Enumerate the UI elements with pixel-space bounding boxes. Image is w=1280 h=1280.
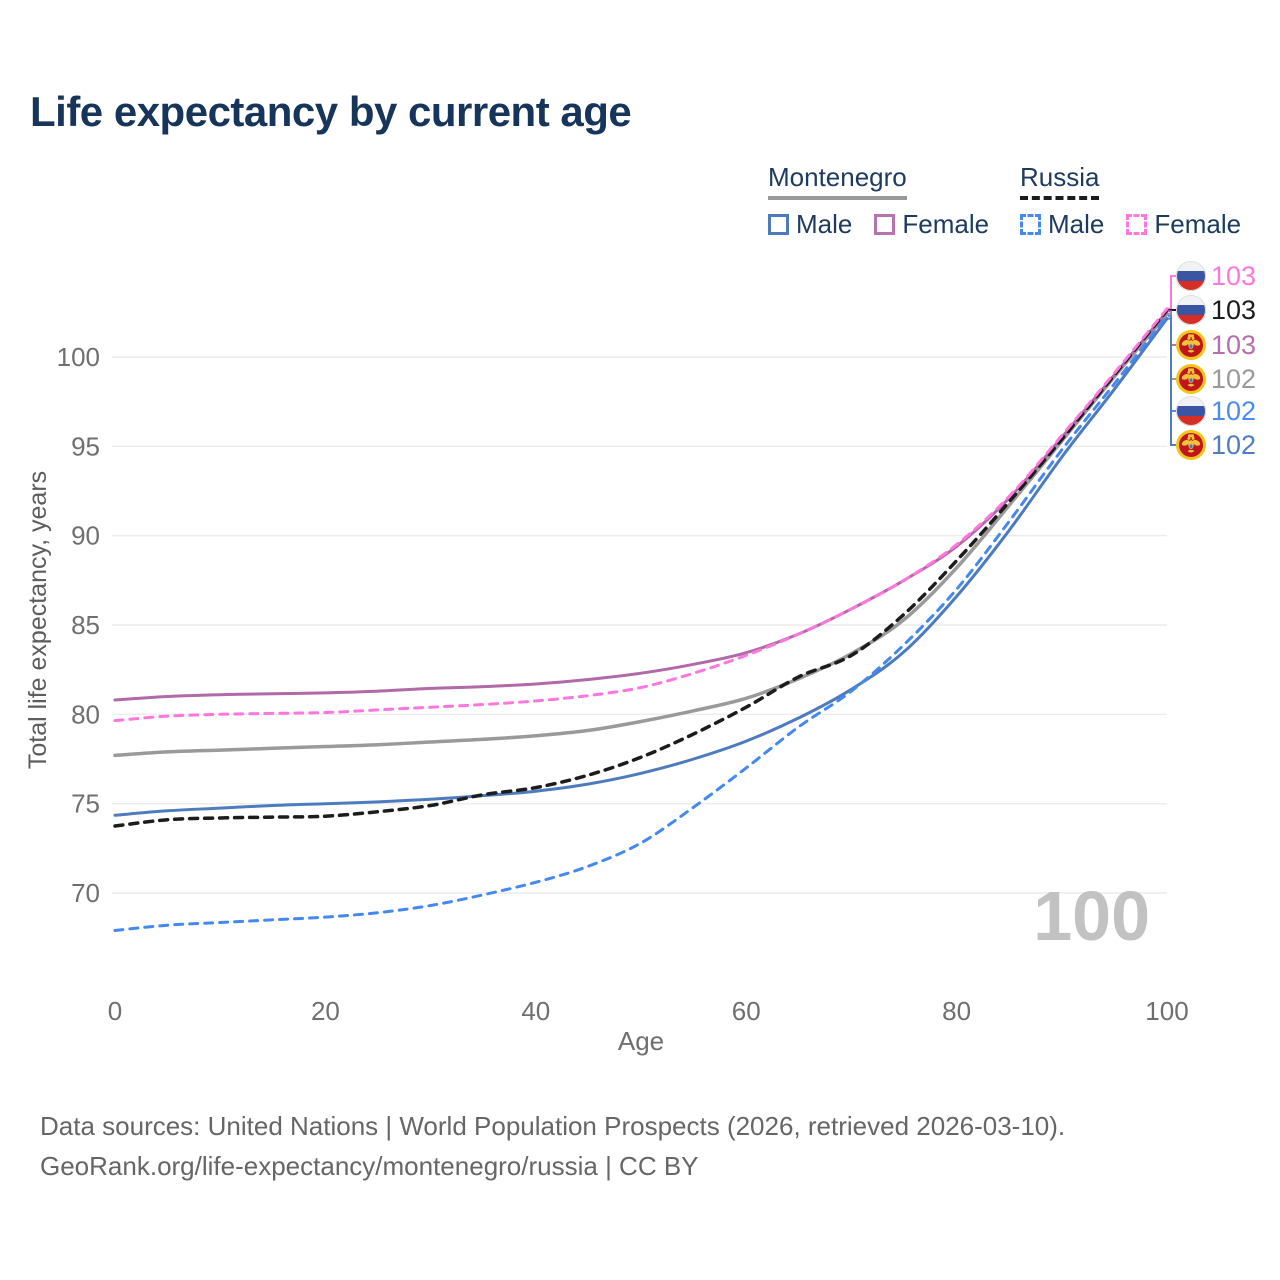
flag-montenegro-icon xyxy=(1176,364,1206,394)
legend-row-montenegro: Male Female xyxy=(768,209,989,240)
y-tick-label-95: 95 xyxy=(71,431,100,461)
end-label-connector-russia-female xyxy=(1168,275,1176,310)
series-line-russia-male xyxy=(113,314,1169,932)
legend-item-montenegro-female[interactable]: Female xyxy=(874,209,989,240)
y-tick-label-85: 85 xyxy=(71,610,100,640)
flag-russia-icon xyxy=(1176,295,1206,325)
series-line-montenegro-male xyxy=(113,317,1169,817)
legend-item-russia-male[interactable]: Male xyxy=(1020,209,1104,240)
y-tick-label-100: 100 xyxy=(57,342,100,372)
x-tick-label-0: 0 xyxy=(108,996,122,1026)
flag-montenegro-icon xyxy=(1176,330,1206,360)
series-line-russia-female xyxy=(113,307,1169,723)
flag-russia-icon xyxy=(1176,396,1206,426)
end-value-label-russia-total: 103 xyxy=(1211,295,1256,325)
footer: Data sources: United Nations | World Pop… xyxy=(40,1106,1065,1186)
x-axis-title: Age xyxy=(618,1026,664,1056)
watermark-age: 100 xyxy=(1033,877,1150,955)
legend-row-russia: Male Female xyxy=(1020,209,1241,240)
legend-group-montenegro: Montenegro Male Female xyxy=(768,162,989,240)
end-label-connector-montenegro-male xyxy=(1168,317,1176,446)
page-title: Life expectancy by current age xyxy=(30,88,632,135)
flag-russia-icon xyxy=(1176,261,1206,291)
footer-data-sources: Data sources: United Nations | World Pop… xyxy=(40,1111,1066,1141)
x-tick-label-40: 40 xyxy=(521,996,550,1026)
legend-label-montenegro-male: Male xyxy=(796,209,853,239)
y-tick-label-90: 90 xyxy=(71,521,100,551)
legend-label-russia-male: Male xyxy=(1048,209,1105,239)
end-value-label-russia-male: 102 xyxy=(1211,396,1256,426)
footer-attribution: GeoRank.org/life-expectancy/montenegro/r… xyxy=(40,1151,699,1181)
series-line-montenegro-total xyxy=(113,312,1169,758)
y-tick-label-75: 75 xyxy=(71,789,100,819)
legend-item-russia-female[interactable]: Female xyxy=(1126,209,1241,240)
y-tick-label-80: 80 xyxy=(71,699,100,729)
end-value-label-montenegro-male: 102 xyxy=(1211,430,1256,460)
legend-swatch-montenegro-male-icon xyxy=(768,214,789,235)
legend-label-montenegro-female: Female xyxy=(902,209,990,239)
legend-swatch-montenegro-female-icon xyxy=(874,214,896,235)
series-line-russia-total xyxy=(113,308,1169,828)
end-value-label-montenegro-total: 102 xyxy=(1211,364,1256,394)
legend-swatch-russia-male-icon xyxy=(1020,214,1041,235)
legend-item-montenegro-male[interactable]: Male xyxy=(768,209,852,240)
end-value-label-montenegro-female: 103 xyxy=(1211,330,1256,360)
flag-montenegro-icon xyxy=(1176,430,1206,460)
legend-country-russia[interactable]: Russia xyxy=(1020,162,1100,200)
legend-swatch-russia-female-icon xyxy=(1126,214,1148,235)
legend-label-russia-female: Female xyxy=(1154,209,1242,239)
x-tick-label-60: 60 xyxy=(732,996,761,1026)
x-tick-label-80: 80 xyxy=(942,996,971,1026)
y-tick-label-70: 70 xyxy=(71,878,100,908)
x-tick-label-20: 20 xyxy=(311,996,340,1026)
y-axis-title: Total life expectancy, years xyxy=(24,471,52,769)
x-tick-label-100: 100 xyxy=(1145,996,1188,1026)
end-value-label-russia-female: 103 xyxy=(1211,261,1256,291)
legend-group-russia: Russia Male Female xyxy=(1020,162,1241,240)
legend-country-montenegro[interactable]: Montenegro xyxy=(768,162,907,200)
